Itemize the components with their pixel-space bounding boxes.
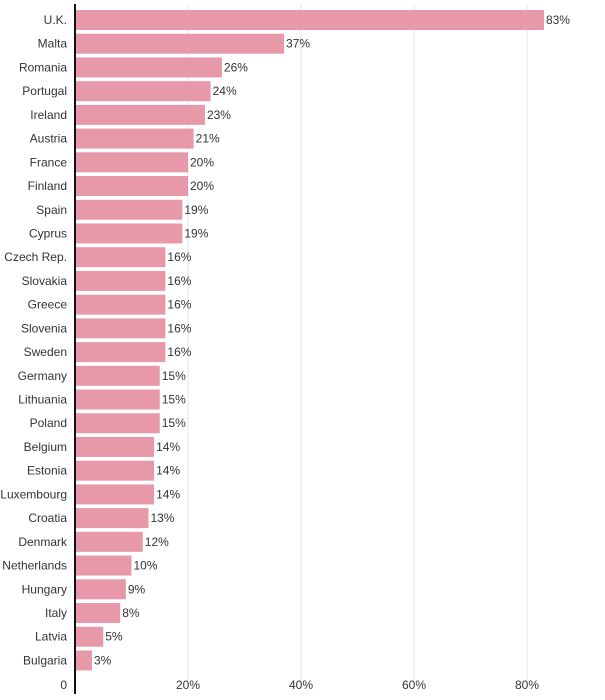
bar <box>75 57 222 78</box>
bar <box>75 33 285 54</box>
value-label: 9% <box>128 582 146 596</box>
value-label: 8% <box>122 606 140 620</box>
value-label: 15% <box>162 416 186 430</box>
category-label: Estonia <box>27 464 67 478</box>
bar <box>75 81 211 102</box>
category-label: Romania <box>19 60 67 74</box>
category-label: Spain <box>36 203 67 217</box>
bar <box>75 365 160 386</box>
value-label: 14% <box>156 440 180 454</box>
category-label: Malta <box>38 37 68 51</box>
bar <box>75 460 155 481</box>
x-tick-label: 0 <box>60 678 67 692</box>
value-label: 26% <box>224 60 248 74</box>
bar <box>75 508 149 529</box>
category-label: Ireland <box>30 108 67 122</box>
bar <box>75 603 121 623</box>
category-label: Greece <box>28 298 68 312</box>
category-label: Slovakia <box>22 274 68 288</box>
category-label: Hungary <box>22 582 67 596</box>
category-label: Cyprus <box>29 226 67 240</box>
bar <box>75 294 166 315</box>
category-label: Croatia <box>28 511 67 525</box>
bar <box>75 199 183 220</box>
category-label: Netherlands <box>2 559 67 573</box>
bar <box>75 10 544 30</box>
value-label: 16% <box>167 321 191 335</box>
bar <box>75 626 104 647</box>
value-label: 14% <box>156 464 180 478</box>
value-label: 15% <box>162 393 186 407</box>
bar <box>75 436 155 457</box>
category-label: Italy <box>45 606 67 620</box>
bar <box>75 650 92 671</box>
bar <box>75 531 143 552</box>
x-tick-label: 20% <box>176 678 200 692</box>
value-label: 5% <box>105 630 123 644</box>
x-tick-label: 60% <box>402 678 426 692</box>
category-label: Czech Rep. <box>4 250 67 264</box>
value-label: 24% <box>213 84 237 98</box>
value-label: 20% <box>190 179 214 193</box>
category-label: Portugal <box>22 84 67 98</box>
bar <box>75 104 205 125</box>
value-label: 21% <box>196 132 220 146</box>
bar <box>75 223 183 244</box>
bar <box>75 413 160 434</box>
bar <box>75 176 188 197</box>
x-tick-label: 40% <box>289 678 313 692</box>
bar <box>75 152 188 173</box>
value-label: 83% <box>546 13 570 27</box>
value-label: 37% <box>286 37 310 51</box>
value-label: 23% <box>207 108 231 122</box>
bar <box>75 128 194 149</box>
category-label: Finland <box>28 179 67 193</box>
bar <box>75 270 166 291</box>
category-label: Lithuania <box>18 393 67 407</box>
category-label: Slovenia <box>21 321 67 335</box>
value-label: 10% <box>134 559 158 573</box>
value-label: 20% <box>190 155 214 169</box>
value-label: 12% <box>145 535 169 549</box>
bar <box>75 579 126 600</box>
category-label: Poland <box>30 416 67 430</box>
category-label: Denmark <box>18 535 68 549</box>
value-label: 16% <box>167 345 191 359</box>
category-label: France <box>30 155 68 169</box>
value-label: 3% <box>94 653 112 667</box>
value-label: 13% <box>150 511 174 525</box>
value-label: 19% <box>184 226 208 240</box>
bar <box>75 555 132 576</box>
category-label: Bulgaria <box>23 653 67 667</box>
x-tick-label: 80% <box>515 678 539 692</box>
category-label: Latvia <box>35 630 67 644</box>
category-label: Sweden <box>24 345 67 359</box>
value-label: 16% <box>167 274 191 288</box>
category-label: Belgium <box>24 440 67 454</box>
category-label: U.K. <box>44 13 67 27</box>
category-label: Luxembourg <box>0 487 67 501</box>
category-label: Austria <box>30 132 68 146</box>
category-label: Germany <box>18 369 67 383</box>
value-label: 16% <box>167 250 191 264</box>
bar <box>75 389 160 410</box>
value-label: 14% <box>156 487 180 501</box>
bar <box>75 318 166 339</box>
value-label: 15% <box>162 369 186 383</box>
bar <box>75 247 166 268</box>
bar <box>75 342 166 363</box>
value-label: 19% <box>184 203 208 217</box>
value-label: 16% <box>167 298 191 312</box>
bar <box>75 484 155 505</box>
